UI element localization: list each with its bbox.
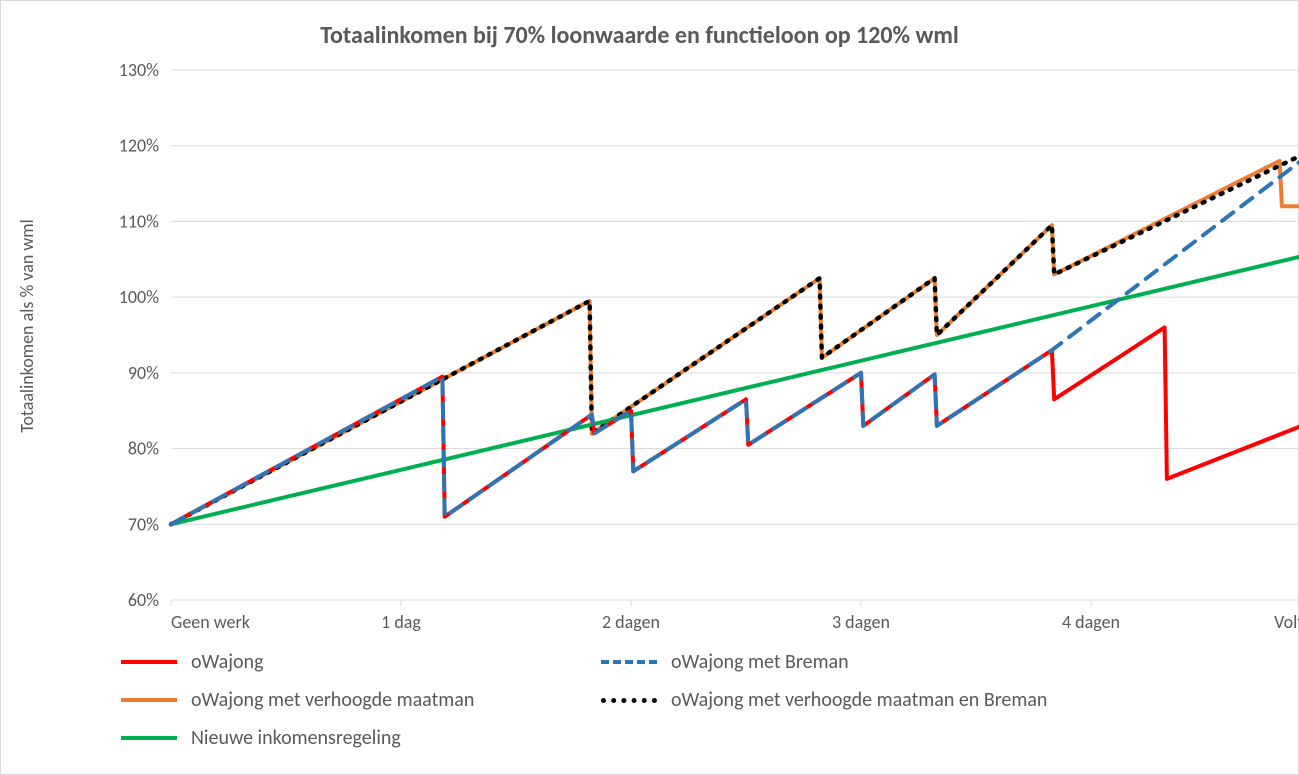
series-owajong xyxy=(171,327,1299,524)
legend-label: oWajong xyxy=(191,650,263,674)
y-tick-label: 100% xyxy=(119,286,159,308)
chart-title: Totaalinkomen bij 70% loonwaarde en func… xyxy=(21,21,1258,50)
legend-item-owajong_vm_breman: oWajong met verhoogde maatman en Breman xyxy=(601,688,1047,712)
x-tick-label: Voltijd xyxy=(1274,611,1299,633)
legend-item-owajong_breman: oWajong met Breman xyxy=(601,650,1041,674)
legend-swatch xyxy=(601,698,657,703)
x-tick-label: 4 dagen xyxy=(1062,611,1120,633)
y-tick-label: 60% xyxy=(128,589,159,611)
legend: oWajong oWajong met Breman oWajong met ver… xyxy=(121,650,1241,750)
legend-item-nieuwe: Nieuwe inkomensregeling xyxy=(121,726,561,750)
legend-label: Nieuwe inkomensregeling xyxy=(191,726,401,750)
chart-frame: Totaalinkomen bij 70% loonwaarde en func… xyxy=(0,0,1299,775)
y-tick-label: 130% xyxy=(119,60,159,81)
y-axis-label: Totaalinkomen als % van wml xyxy=(16,219,38,433)
chart-svg: 60% 70% 80% 90% 100% 110% 120% 130% Geen werk 1 d… xyxy=(101,60,1299,640)
x-tick-label: 2 dagen xyxy=(602,611,660,633)
legend-swatch xyxy=(121,660,177,664)
legend-label: oWajong met verhoogde maatman en Breman xyxy=(671,688,1047,712)
y-tick-label: 120% xyxy=(119,135,159,157)
y-tick-label: 80% xyxy=(128,438,159,460)
legend-item-owajong_vm: oWajong met verhoogde maatman xyxy=(121,688,561,712)
y-tick-label: 70% xyxy=(128,513,159,535)
x-tick-label: 3 dagen xyxy=(832,611,890,633)
legend-swatch xyxy=(121,698,177,702)
y-tick-label: 90% xyxy=(128,362,159,384)
legend-item-owajong: oWajong xyxy=(121,650,561,674)
legend-label: oWajong met Breman xyxy=(671,650,849,674)
y-tick-label: 110% xyxy=(119,210,159,232)
series-owajong_vm_breman xyxy=(171,146,1299,525)
x-tick-label: Geen werk xyxy=(171,611,250,633)
plot-area: 60% 70% 80% 90% 100% 110% 120% 130% Geen werk 1 d… xyxy=(101,60,1258,640)
x-tick-label: 1 dag xyxy=(381,611,421,633)
legend-label: oWajong met verhoogde maatman xyxy=(191,688,474,712)
legend-swatch xyxy=(601,660,657,664)
legend-swatch xyxy=(121,736,177,740)
series-owajong_vm xyxy=(171,161,1299,524)
